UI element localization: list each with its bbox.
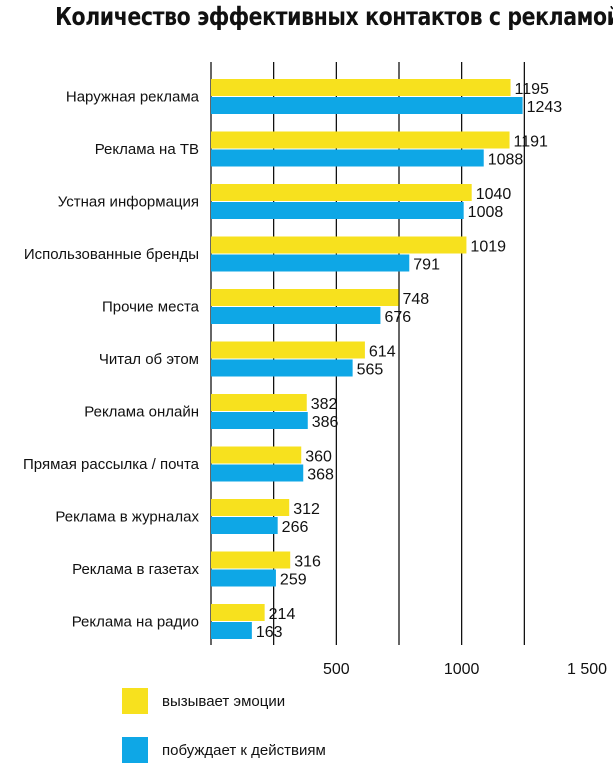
bar xyxy=(211,236,467,254)
data-label: 266 xyxy=(282,519,309,536)
bar xyxy=(211,202,464,219)
legend-label-actions: побуждает к действиям xyxy=(162,741,326,759)
data-label: 259 xyxy=(280,572,307,589)
bar xyxy=(211,394,307,411)
chart-title: Количество эффективных контактов с рекла… xyxy=(55,2,613,31)
data-label: 316 xyxy=(294,554,321,571)
data-label: 676 xyxy=(384,309,411,326)
data-label: 1243 xyxy=(527,99,563,116)
category-label: Реклама в газетах xyxy=(72,561,199,578)
bar xyxy=(211,551,291,569)
x-tick-label: 1 500 xyxy=(567,661,607,678)
data-label: 360 xyxy=(305,449,332,466)
bar xyxy=(211,97,523,114)
x-tick-label: 1000 xyxy=(444,661,480,678)
bar xyxy=(211,604,265,621)
data-label: 1191 xyxy=(514,134,549,151)
data-label: 614 xyxy=(369,344,396,361)
data-label: 748 xyxy=(402,291,429,308)
category-label: Реклама онлайн xyxy=(84,404,199,421)
category-label: Читал об этом xyxy=(99,351,199,368)
data-label: 1008 xyxy=(468,204,504,221)
bar xyxy=(211,254,410,272)
bar xyxy=(211,131,510,149)
bar xyxy=(211,149,484,167)
legend-swatch-actions xyxy=(122,737,148,763)
bar xyxy=(211,359,353,377)
data-label: 386 xyxy=(312,414,339,431)
category-label: Использованные бренды xyxy=(24,246,199,263)
data-label: 368 xyxy=(307,467,334,484)
category-label: Наружная реклама xyxy=(66,89,200,106)
data-label: 1088 xyxy=(488,152,524,169)
bar xyxy=(211,79,511,96)
bar xyxy=(211,464,304,482)
category-label: Устная информация xyxy=(58,194,199,211)
legend-label-emotions: вызывает эмоции xyxy=(162,692,286,710)
data-label: 382 xyxy=(311,396,338,413)
bar xyxy=(211,341,365,359)
data-label: 1195 xyxy=(515,81,550,98)
data-label: 163 xyxy=(256,624,283,641)
bar xyxy=(211,517,278,534)
legend-item-emotions: вызывает эмоции xyxy=(122,688,285,714)
bar xyxy=(211,499,290,516)
legend-swatch-emotions xyxy=(122,688,148,714)
category-label: Реклама в журналах xyxy=(55,509,199,526)
data-label: 791 xyxy=(413,257,440,274)
category-label: Реклама на ТВ xyxy=(95,141,199,158)
bar xyxy=(211,446,302,464)
category-label: Реклама на радио xyxy=(72,614,199,631)
bar xyxy=(211,307,381,324)
category-label: Прямая рассылка / почта xyxy=(23,456,200,473)
data-label: 214 xyxy=(269,606,296,623)
data-label: 1040 xyxy=(476,186,512,203)
legend-item-actions: побуждает к действиям xyxy=(122,737,326,763)
category-label: Прочие места xyxy=(102,299,200,316)
bar xyxy=(211,622,252,639)
bar xyxy=(211,412,308,429)
bar xyxy=(211,184,472,201)
bar xyxy=(211,569,276,587)
data-label: 312 xyxy=(293,501,320,518)
data-label: 1019 xyxy=(470,239,506,256)
data-label: 565 xyxy=(357,362,384,379)
bar xyxy=(211,289,399,306)
x-tick-label: 500 xyxy=(323,661,350,678)
